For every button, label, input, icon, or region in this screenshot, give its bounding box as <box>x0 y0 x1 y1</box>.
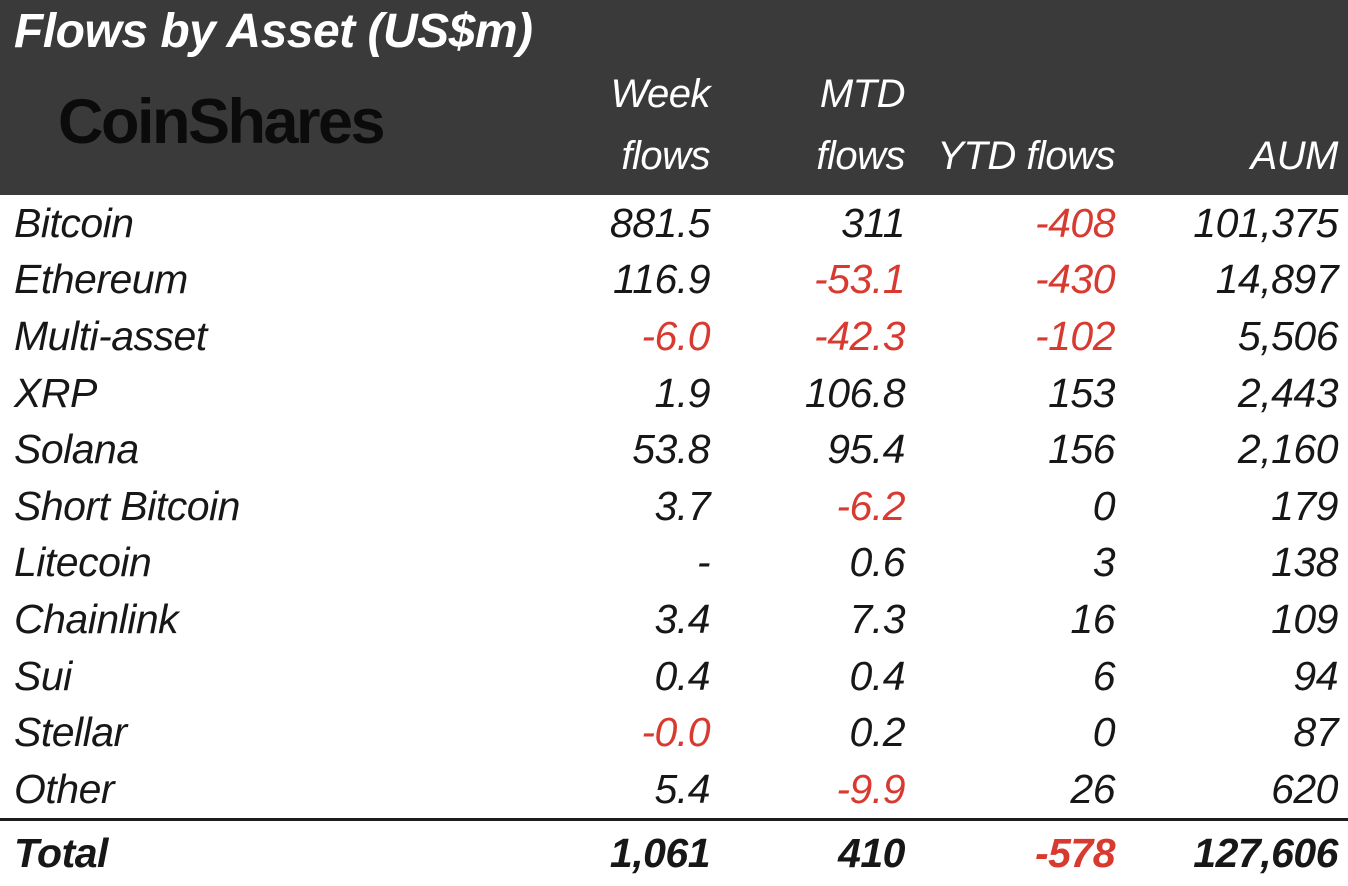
table-row-total: Total 1,061 410 -578 127,606 <box>0 817 1348 886</box>
column-header-ytd-flows: YTD flows <box>905 125 1115 187</box>
mtd-flows-value: 0.2 <box>849 709 906 756</box>
aum-value: 14,897 <box>1215 256 1339 303</box>
asset-name: Ethereum <box>14 256 188 303</box>
asset-name: Chainlink <box>14 595 179 642</box>
aum-value: 101,375 <box>1193 199 1338 246</box>
mtd-flows-value: 95.4 <box>827 426 905 473</box>
mtd-flows-value: 311 <box>841 199 905 246</box>
ytd-flows-value: 0 <box>1092 709 1116 756</box>
ytd-flows-value: 0 <box>1092 482 1116 529</box>
aum-value: 109 <box>1271 595 1338 642</box>
table-row-short-bitcoin: Short Bitcoin 3.7 -6.2 0 179 <box>0 478 1348 535</box>
ytd-flows-value: -430 <box>1034 256 1116 303</box>
page-title: Flows by Asset (US$m) <box>14 5 533 58</box>
asset-name: Multi-asset <box>14 312 207 359</box>
week-flows-value: 116.9 <box>612 256 711 303</box>
asset-name: Solana <box>14 426 139 473</box>
week-flows-value: 3.4 <box>654 595 711 642</box>
table-row-xrp: XRP 1.9 106.8 153 2,443 <box>0 365 1348 422</box>
aum-value: 138 <box>1271 539 1338 586</box>
week-flows-value: -6.0 <box>641 312 710 359</box>
asset-name: XRP <box>14 369 97 416</box>
ytd-flows-value: 6 <box>1092 652 1116 699</box>
column-header-mtd-flows: MTD flows <box>710 63 905 187</box>
mtd-flows-value: 0.6 <box>849 539 906 586</box>
week-flows-value: 881.5 <box>609 199 711 246</box>
table-row-litecoin: Litecoin - 0.6 3 138 <box>0 535 1348 592</box>
total-mtd-flows-value: 410 <box>838 829 905 876</box>
coinshares-logo: CoinShares <box>58 87 386 157</box>
mtd-flows-value: -42.3 <box>814 312 905 359</box>
week-flows-value: 53.8 <box>632 426 710 473</box>
week-flows-value: -0.0 <box>641 709 710 756</box>
table-row-bitcoin: Bitcoin 881.5 311 -408 101,375 <box>0 195 1348 252</box>
asset-name: Other <box>14 765 115 812</box>
mtd-flows-value: -53.1 <box>814 256 905 303</box>
asset-name: Litecoin <box>14 539 152 586</box>
column-header-line: flows <box>816 134 905 178</box>
column-header-line: Week <box>610 72 710 116</box>
total-aum-value: 127,606 <box>1193 829 1338 876</box>
table-body: Bitcoin 881.5 311 -408 101,375 Ethereum … <box>0 195 1348 886</box>
column-header-aum: AUM <box>1115 125 1348 187</box>
ytd-flows-value: 26 <box>1070 765 1115 812</box>
total-label: Total <box>14 829 108 876</box>
week-flows-value: - <box>696 539 711 586</box>
table-row-solana: Solana 53.8 95.4 156 2,160 <box>0 421 1348 478</box>
table-row-ethereum: Ethereum 116.9 -53.1 -430 14,897 <box>0 252 1348 309</box>
mtd-flows-value: 106.8 <box>804 369 906 416</box>
week-flows-value: 3.7 <box>654 482 711 529</box>
mtd-flows-value: 7.3 <box>849 595 906 642</box>
table-header: Flows by Asset (US$m) CoinShares Week fl… <box>0 0 1348 195</box>
table-row-stellar: Stellar -0.0 0.2 0 87 <box>0 704 1348 761</box>
asset-name: Short Bitcoin <box>14 482 240 529</box>
week-flows-value: 0.4 <box>654 652 711 699</box>
ytd-flows-value: 156 <box>1048 426 1115 473</box>
week-flows-value: 5.4 <box>654 765 711 812</box>
total-ytd-flows-value: -578 <box>1034 829 1116 876</box>
column-headers: Week flows MTD flows YTD flows AUM <box>458 0 1348 195</box>
column-header-line: MTD <box>819 72 906 116</box>
ytd-flows-value: -102 <box>1034 312 1116 359</box>
aum-value: 179 <box>1271 482 1338 529</box>
ytd-flows-value: 16 <box>1070 595 1115 642</box>
column-header-line: YTD flows <box>937 134 1115 178</box>
ytd-flows-value: 153 <box>1048 369 1115 416</box>
aum-value: 5,506 <box>1237 312 1339 359</box>
mtd-flows-value: 0.4 <box>849 652 906 699</box>
ytd-flows-value: -408 <box>1034 199 1116 246</box>
column-header-line: flows <box>621 134 710 178</box>
aum-value: 620 <box>1271 765 1338 812</box>
table-row-multi-asset: Multi-asset -6.0 -42.3 -102 5,506 <box>0 308 1348 365</box>
table-row-other: Other 5.4 -9.9 26 620 <box>0 761 1348 818</box>
table-row-sui: Sui 0.4 0.4 6 94 <box>0 648 1348 705</box>
aum-value: 2,160 <box>1237 426 1339 473</box>
asset-name: Bitcoin <box>14 199 134 246</box>
total-week-flows-value: 1,061 <box>609 829 711 876</box>
mtd-flows-value: -6.2 <box>836 482 905 529</box>
column-header-line: AUM <box>1250 134 1339 178</box>
column-header-week-flows: Week flows <box>458 63 710 187</box>
aum-value: 2,443 <box>1237 369 1339 416</box>
mtd-flows-value: -9.9 <box>836 765 905 812</box>
week-flows-value: 1.9 <box>654 369 711 416</box>
ytd-flows-value: 3 <box>1092 539 1116 586</box>
aum-value: 87 <box>1293 709 1338 756</box>
asset-name: Stellar <box>14 709 127 756</box>
table-row-chainlink: Chainlink 3.4 7.3 16 109 <box>0 591 1348 648</box>
asset-name: Sui <box>14 652 72 699</box>
aum-value: 94 <box>1293 652 1338 699</box>
